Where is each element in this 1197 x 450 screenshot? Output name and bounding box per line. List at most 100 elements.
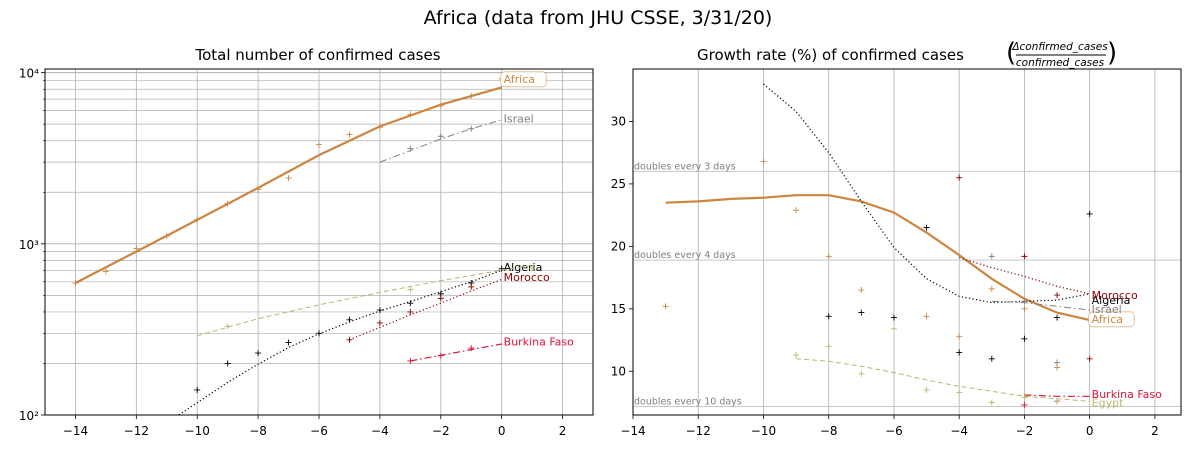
x-tick-label: −6 bbox=[885, 424, 903, 438]
data-point bbox=[858, 370, 865, 377]
data-point bbox=[1054, 359, 1061, 366]
data-point bbox=[1054, 292, 1061, 299]
data-point bbox=[825, 343, 832, 350]
title-fraction-denominator: confirmed_cases bbox=[1016, 57, 1105, 69]
data-point bbox=[1086, 355, 1093, 362]
data-point bbox=[224, 323, 231, 330]
data-point bbox=[224, 360, 231, 367]
data-point bbox=[437, 352, 444, 359]
series-label: Africa bbox=[1092, 313, 1123, 326]
title-fraction-numerator: Δconfirmed_cases bbox=[1011, 41, 1108, 53]
axes: −14 −12 −10 −8 −6 −4 −2 0 2 10 15 20 25 30 bbox=[611, 68, 1182, 438]
data-point bbox=[407, 357, 414, 364]
series-egypt bbox=[793, 325, 1090, 406]
data-point bbox=[1086, 210, 1093, 217]
series-morocco bbox=[956, 174, 1093, 362]
series-line bbox=[763, 83, 1090, 304]
series-label: Morocco bbox=[1092, 289, 1138, 302]
data-point bbox=[194, 386, 201, 393]
series-label: Africa bbox=[504, 73, 535, 86]
data-point bbox=[346, 316, 353, 323]
data-point bbox=[1021, 402, 1028, 409]
data-point bbox=[760, 158, 767, 165]
y-tick-label: 30 bbox=[611, 114, 626, 128]
data-point bbox=[407, 145, 414, 152]
series-line bbox=[1024, 394, 1090, 397]
data-point bbox=[255, 186, 262, 193]
series-label: Morocco bbox=[504, 271, 550, 284]
reference-line-label: doubles every 4 days bbox=[634, 250, 736, 261]
data-point bbox=[1054, 314, 1061, 321]
series-label: Egypt bbox=[1092, 397, 1124, 410]
data-point bbox=[956, 174, 963, 181]
data-point bbox=[1021, 298, 1028, 305]
series-africa bbox=[662, 158, 1090, 371]
data-point bbox=[468, 283, 475, 290]
data-point bbox=[376, 307, 383, 314]
x-tick-label: 0 bbox=[498, 424, 506, 438]
title-fraction: ( Δconfirmed_cases confirmed_cases ) bbox=[1006, 38, 1117, 69]
data-point bbox=[825, 313, 832, 320]
chart-title: Growth rate (%) of confirmed cases bbox=[697, 46, 964, 64]
series-line bbox=[410, 343, 502, 362]
data-point bbox=[858, 309, 865, 316]
data-point bbox=[316, 141, 322, 148]
data-point bbox=[133, 245, 140, 252]
data-point bbox=[437, 133, 444, 140]
x-tick-label: 0 bbox=[1086, 424, 1094, 438]
series-label: Burkina Faso bbox=[504, 336, 574, 349]
data-point bbox=[1021, 253, 1028, 260]
data-point bbox=[407, 286, 414, 293]
x-tick-label: −8 bbox=[820, 424, 838, 438]
y-tick-label: 15 bbox=[611, 302, 626, 316]
x-tick-label: −12 bbox=[124, 424, 149, 438]
series-line bbox=[379, 119, 502, 163]
x-tick-label: −8 bbox=[249, 424, 267, 438]
data-point bbox=[346, 131, 353, 138]
data-point bbox=[956, 349, 963, 356]
series-egypt bbox=[197, 264, 536, 337]
data-point bbox=[890, 325, 897, 332]
data-point bbox=[1021, 335, 1028, 342]
reference-line-label: doubles every 3 days bbox=[634, 161, 736, 172]
data-point bbox=[255, 350, 262, 357]
series-line bbox=[959, 257, 1090, 295]
axes: −14 −12 −10 −8 −6 −4 −2 0 2 10² 10³ 10⁴ bbox=[19, 67, 594, 438]
x-tick-label: 2 bbox=[1151, 424, 1159, 438]
data-point bbox=[662, 303, 669, 310]
series-israel bbox=[988, 253, 1090, 366]
data-point bbox=[988, 399, 995, 406]
x-tick-label: −14 bbox=[63, 424, 88, 438]
data-point bbox=[376, 124, 383, 131]
series-burkina-faso bbox=[407, 343, 502, 364]
data-point bbox=[793, 207, 800, 214]
series-label: Algeria bbox=[1092, 294, 1131, 307]
series-label: Algeria bbox=[504, 261, 543, 274]
data-point bbox=[923, 313, 930, 320]
data-point bbox=[376, 319, 383, 326]
figure-suptitle: Africa (data from JHU CSSE, 3/31/20) bbox=[424, 7, 773, 29]
chart-total-confirmed: Total number of confirmed cases Africa Is… bbox=[19, 46, 594, 438]
series-africa bbox=[72, 75, 505, 287]
data-point bbox=[285, 175, 292, 182]
series-line bbox=[665, 194, 1090, 322]
series-line bbox=[177, 269, 502, 415]
series-line bbox=[197, 264, 533, 337]
data-point bbox=[285, 339, 292, 346]
series-israel bbox=[379, 119, 502, 163]
x-tick-label: −4 bbox=[371, 424, 389, 438]
data-point bbox=[316, 330, 322, 337]
x-tick-label: −2 bbox=[1016, 424, 1034, 438]
series-algeria bbox=[177, 265, 505, 415]
data-point bbox=[956, 389, 963, 396]
data-point bbox=[407, 300, 414, 307]
y-tick-label: 25 bbox=[611, 177, 626, 191]
grid bbox=[632, 69, 1156, 415]
series-line bbox=[74, 86, 503, 284]
x-tick-label: −14 bbox=[620, 424, 645, 438]
data-point bbox=[956, 333, 963, 340]
data-point bbox=[346, 336, 353, 343]
